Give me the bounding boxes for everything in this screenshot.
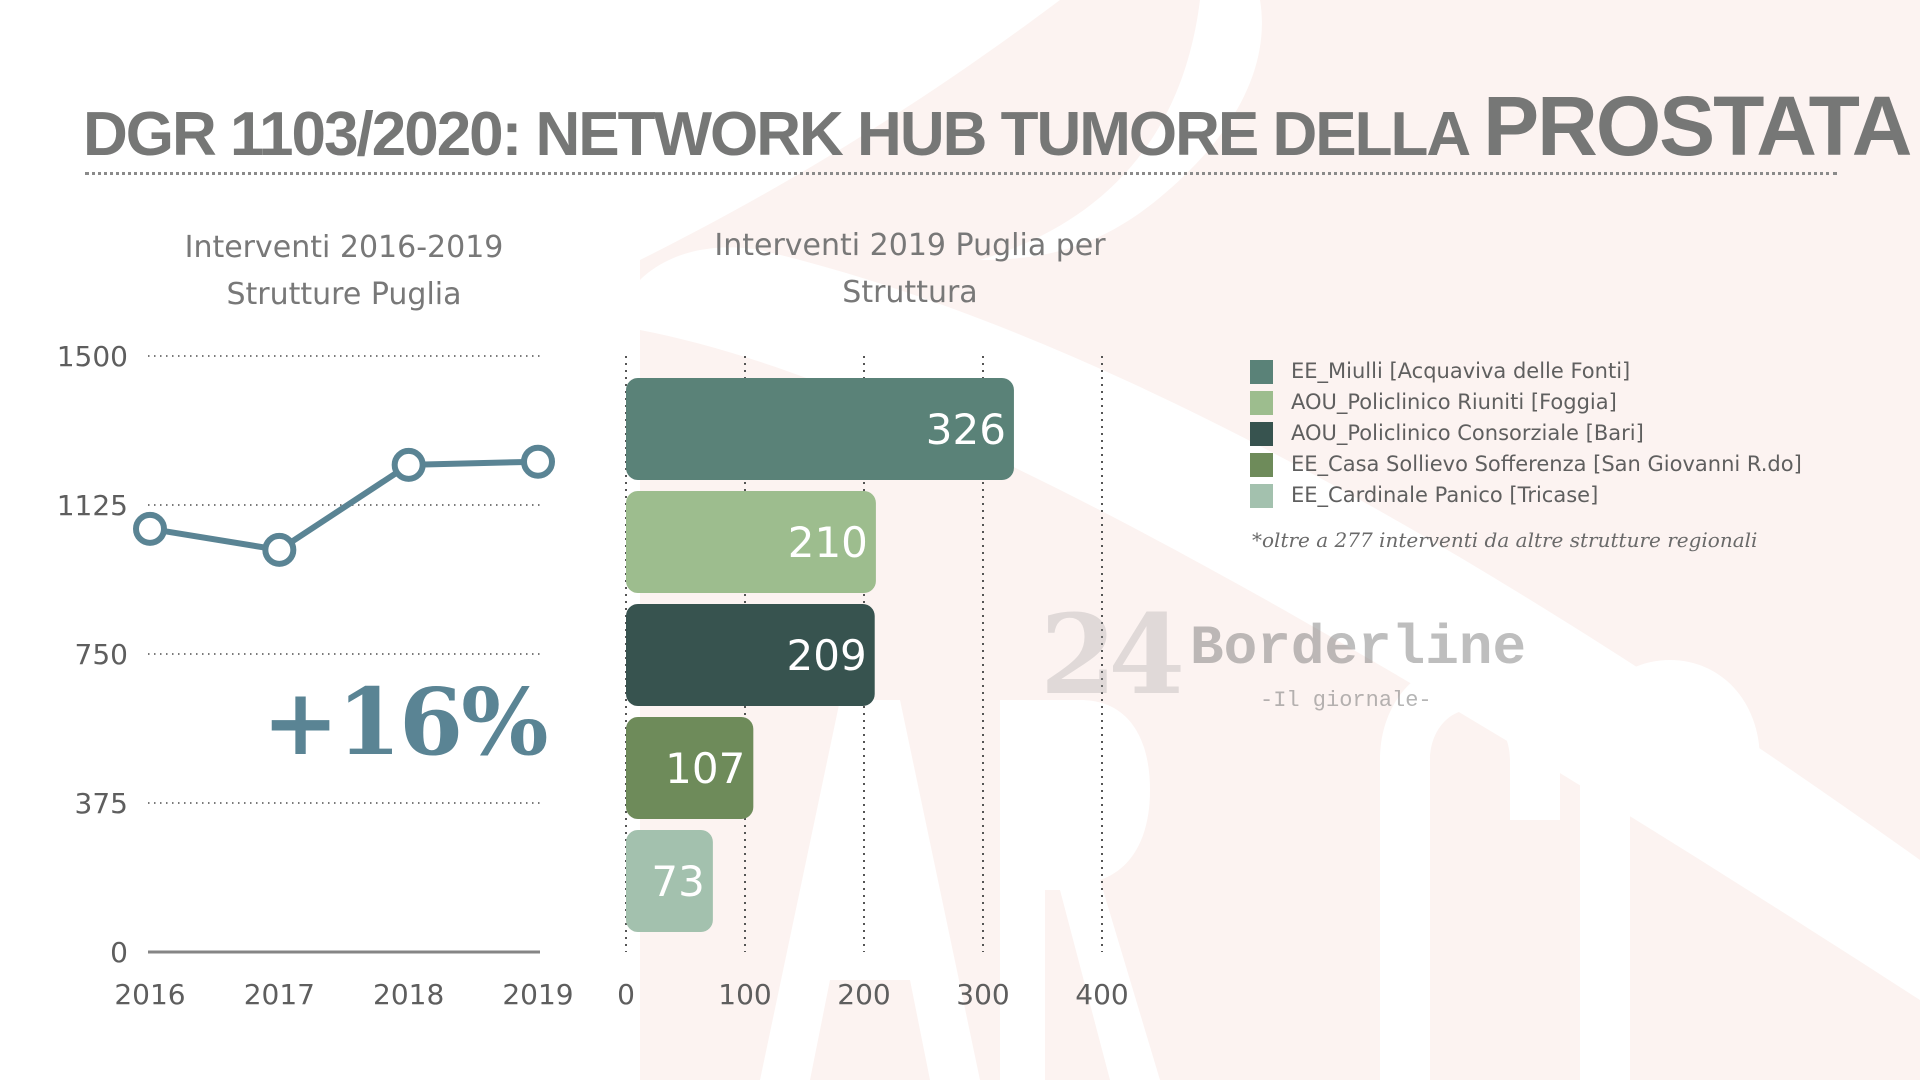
legend-label: EE_Miulli [Acquaviva delle Fonti] xyxy=(1291,359,1631,383)
legend-swatch xyxy=(1250,483,1273,508)
legend-label: EE_Casa Sollievo Sofferenza [San Giovann… xyxy=(1291,452,1802,476)
y-tick-label: 375 xyxy=(75,787,128,820)
page-title: DGR 1103/2020: NETWORK HUB TUMORE DELLA … xyxy=(83,79,1912,173)
title-emphasis: PROSTATA xyxy=(1483,79,1912,173)
legend-item: EE_Miulli [Acquaviva delle Fonti] xyxy=(1250,356,1802,387)
bar-value-label: 209 xyxy=(787,631,867,680)
background-letter-s2 xyxy=(1580,660,1760,1080)
bar-chart: 0 100 200 300 400 326 210 209 107 73 xyxy=(617,356,1129,1011)
bar xyxy=(626,717,754,819)
data-point xyxy=(262,532,297,567)
title-divider xyxy=(85,172,1837,175)
title-main: DGR 1103/2020: NETWORK HUB TUMORE DELLA xyxy=(83,100,1471,169)
y-tick-label: 1500 xyxy=(57,340,128,373)
x-tick-label: 0 xyxy=(617,978,635,1011)
legend-swatch xyxy=(1250,359,1273,384)
background-white-swoosh xyxy=(640,0,1060,260)
bar-value-label: 107 xyxy=(665,744,745,793)
bar-value-label: 210 xyxy=(788,518,868,567)
x-tick-label: 2016 xyxy=(114,978,185,1011)
legend-label: EE_Cardinale Panico [Tricase] xyxy=(1291,483,1599,507)
bar-chart-subtitle: Interventi 2019 Puglia per Struttura xyxy=(650,222,1170,316)
line-chart-subtitle-line2: Strutture Puglia xyxy=(226,277,462,312)
x-tick-label: 100 xyxy=(718,978,771,1011)
bar-chart-subtitle-line1: Interventi 2019 Puglia per xyxy=(714,228,1106,263)
y-tick-label: 0 xyxy=(110,936,128,969)
x-tick-label: 2017 xyxy=(244,978,315,1011)
legend-label: AOU_Policlinico Consorziale [Bari] xyxy=(1291,421,1644,445)
bar xyxy=(626,830,713,932)
x-tick-label: 400 xyxy=(1075,978,1128,1011)
legend-item: EE_Casa Sollievo Sofferenza [San Giovann… xyxy=(1250,449,1802,480)
y-tick-label: 1125 xyxy=(57,489,128,522)
bar-chart-legend: EE_Miulli [Acquaviva delle Fonti] AOU_Po… xyxy=(1250,356,1802,511)
legend-item: EE_Cardinale Panico [Tricase] xyxy=(1250,480,1802,511)
bar xyxy=(626,604,875,706)
bar-value-label: 326 xyxy=(926,405,1006,454)
background-letter-a xyxy=(760,700,980,1080)
legend-item: AOU_Policlinico Consorziale [Bari] xyxy=(1250,418,1802,449)
background-letter-s1 xyxy=(1380,660,1560,1080)
data-point xyxy=(391,447,426,482)
legend-swatch xyxy=(1250,452,1273,477)
x-tick-label: 300 xyxy=(956,978,1009,1011)
x-tick-label: 2019 xyxy=(502,978,573,1011)
growth-annotation: +16% xyxy=(262,668,549,776)
y-tick-label: 750 xyxy=(75,638,128,671)
bar-value-label: 73 xyxy=(651,857,704,906)
line-chart-subtitle: Interventi 2016-2019 Strutture Puglia xyxy=(114,224,574,318)
x-tick-label: 2018 xyxy=(373,978,444,1011)
data-point xyxy=(521,444,555,479)
background-letter-r xyxy=(1000,700,1160,1080)
bar xyxy=(626,491,876,593)
line-chart-subtitle-line1: Interventi 2016-2019 xyxy=(184,230,504,265)
line-chart: 0 375 750 1125 1500 2016 2017 2018 2019 xyxy=(57,340,574,1011)
legend-label: AOU_Policlinico Riuniti [Foggia] xyxy=(1291,390,1617,414)
legend-swatch xyxy=(1250,421,1273,446)
x-tick-label: 200 xyxy=(837,978,890,1011)
data-point xyxy=(133,511,167,546)
line-series xyxy=(149,458,539,553)
background-white-curve-top xyxy=(980,0,1262,260)
bar-chart-subtitle-line2: Struttura xyxy=(842,275,978,310)
bar xyxy=(626,378,1014,480)
legend-footnote: *oltre a 277 interventi da altre struttu… xyxy=(1252,528,1758,552)
legend-swatch xyxy=(1250,390,1273,415)
background-ares-letters xyxy=(760,660,1760,1080)
legend-item: AOU_Policlinico Riuniti [Foggia] xyxy=(1250,387,1802,418)
